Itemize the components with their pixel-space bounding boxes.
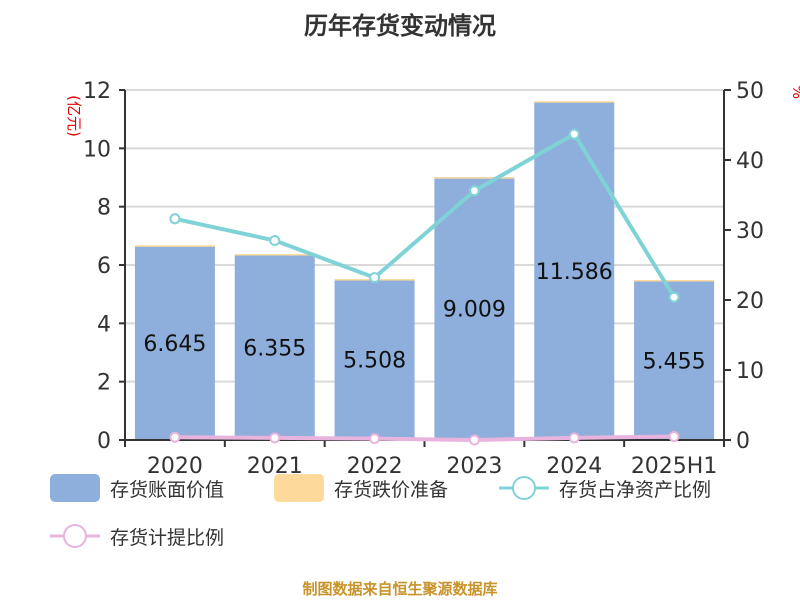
legend-label: 存货账面价值 (110, 478, 225, 501)
svg-text:%: % (789, 85, 800, 99)
svg-text:2025H1: 2025H1 (631, 454, 718, 479)
svg-text:4: 4 (97, 312, 111, 337)
svg-text:6.645: 6.645 (143, 332, 206, 357)
svg-text:11.586: 11.586 (536, 260, 613, 285)
svg-text:0: 0 (736, 429, 750, 454)
legend-label: 存货计提比例 (110, 526, 225, 549)
svg-text:6: 6 (97, 254, 111, 279)
legend-item-impairment[interactable]: 存货跌价准备 (274, 474, 448, 502)
svg-text:20: 20 (736, 289, 764, 314)
legend-label: 存货跌价准备 (334, 478, 449, 501)
legend-item-net-asset-ratio[interactable]: 存货占净资产比例 (499, 474, 711, 502)
impairment-swatch-icon (274, 474, 324, 502)
svg-text:2: 2 (97, 371, 111, 396)
legend-label: 存货占净资产比例 (559, 478, 712, 501)
svg-text:0: 0 (97, 429, 111, 454)
svg-text:5.455: 5.455 (643, 349, 706, 374)
svg-text:2022: 2022 (347, 454, 403, 479)
line-marker-icon (499, 476, 549, 500)
svg-text:40: 40 (736, 149, 764, 174)
svg-text:2020: 2020 (147, 454, 203, 479)
svg-text:5.508: 5.508 (343, 349, 406, 374)
legend-item-provision-ratio[interactable]: 存货计提比例 (50, 522, 224, 550)
chart-title: 历年存货变动情况 (304, 12, 496, 40)
svg-text:50: 50 (736, 79, 764, 104)
legend-item-book-value[interactable]: 存货账面价值 (50, 474, 224, 502)
svg-text:10: 10 (83, 137, 111, 162)
book-value-swatch-icon (50, 474, 100, 502)
svg-text:9.009: 9.009 (443, 298, 506, 323)
line-marker-icon (50, 524, 100, 548)
svg-text:6.355: 6.355 (243, 336, 306, 361)
svg-text:2024: 2024 (546, 454, 602, 479)
svg-text:(亿元): (亿元) (65, 95, 83, 137)
svg-text:12: 12 (83, 79, 111, 104)
svg-text:8: 8 (97, 196, 111, 221)
svg-text:10: 10 (736, 359, 764, 384)
svg-text:30: 30 (736, 219, 764, 244)
source-note: 制图数据来自恒生聚源数据库 (302, 580, 498, 598)
svg-text:2023: 2023 (446, 454, 502, 479)
